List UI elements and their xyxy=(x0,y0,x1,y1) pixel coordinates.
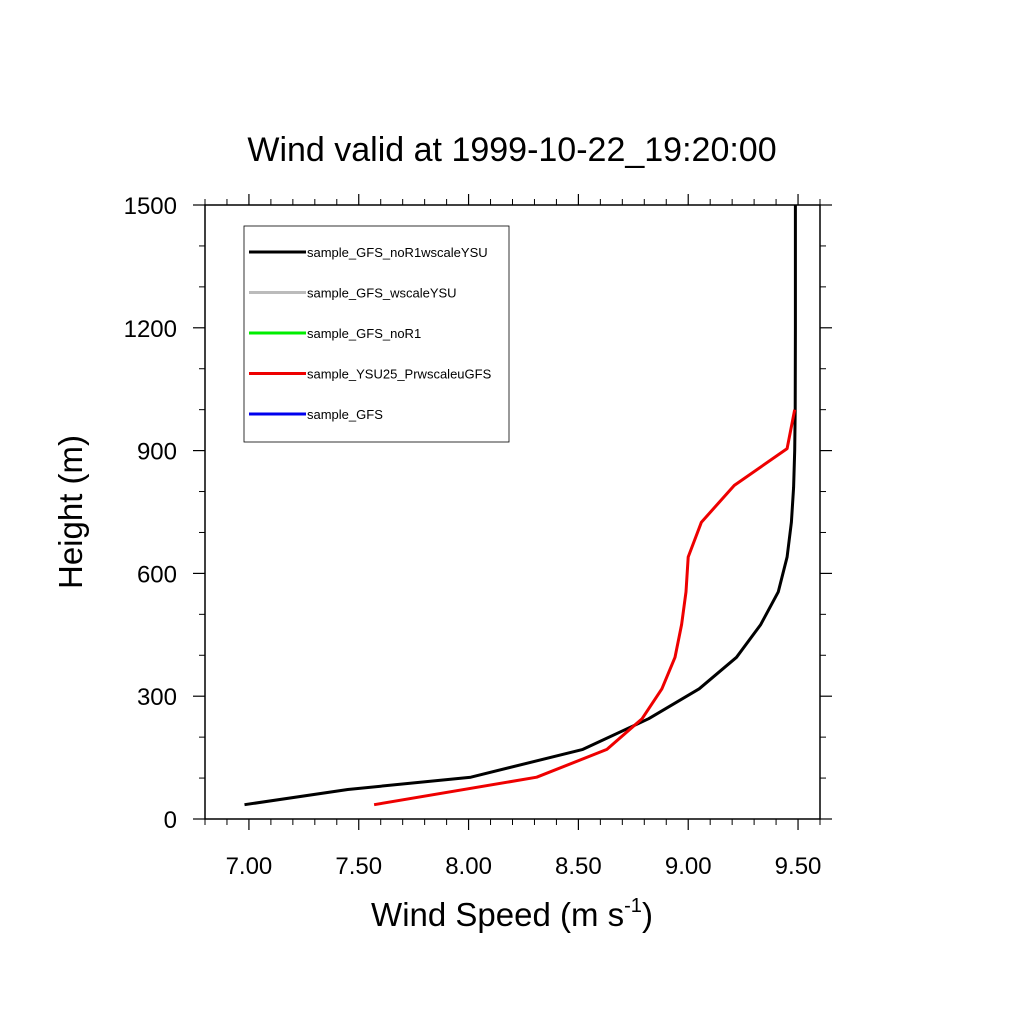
x-tick-label: 9.00 xyxy=(665,853,712,880)
legend: sample_GFS_noR1wscaleYSU sample_GFS_wscal… xyxy=(243,225,510,443)
x-axis-label-close: ) xyxy=(642,896,653,933)
x-tick-label: 7.50 xyxy=(335,853,382,880)
x-tick-label: 7.00 xyxy=(226,853,273,880)
series-lines xyxy=(244,205,797,807)
y-tick-label: 900 xyxy=(137,439,177,466)
legend-label-4: sample_GFS xyxy=(307,407,383,422)
y-tick-label: 1500 xyxy=(124,193,177,220)
series-line-3 xyxy=(373,409,797,807)
x-tick-label: 9.50 xyxy=(775,853,822,880)
x-axis-label-sup: -1 xyxy=(624,895,642,917)
y-tick-label: 0 xyxy=(164,807,177,834)
x-axis-label-main: Wind Speed (m s xyxy=(371,896,624,933)
chart-title: Wind valid at 1999-10-22_19:20:00 xyxy=(247,131,776,169)
y-tick-label: 300 xyxy=(137,684,177,711)
legend-label-1: sample_GFS_wscaleYSU xyxy=(307,286,457,301)
legend-items: sample_GFS_noR1wscaleYSU sample_GFS_wscal… xyxy=(249,245,492,422)
axis-ticks xyxy=(193,194,832,830)
series-line-0 xyxy=(244,205,797,807)
legend-label-2: sample_GFS_noR1 xyxy=(307,326,421,341)
x-tick-label: 8.00 xyxy=(445,853,492,880)
plot-frame xyxy=(204,204,821,820)
tick-labels: 7.00 7.50 8.00 8.50 9.00 9.50 0 300 600 900 1200 15… xyxy=(124,193,822,880)
legend-label-3: sample_YSU25_PrwscaleuGFS xyxy=(307,367,492,382)
y-tick-label: 1200 xyxy=(124,316,177,343)
x-axis-label: Wind Speed (m s-1) xyxy=(371,895,653,933)
y-tick-label: 600 xyxy=(137,561,177,588)
y-axis-label: Height (m) xyxy=(52,435,89,589)
x-tick-label: 8.50 xyxy=(555,853,602,880)
legend-label-0: sample_GFS_noR1wscaleYSU xyxy=(307,245,488,260)
